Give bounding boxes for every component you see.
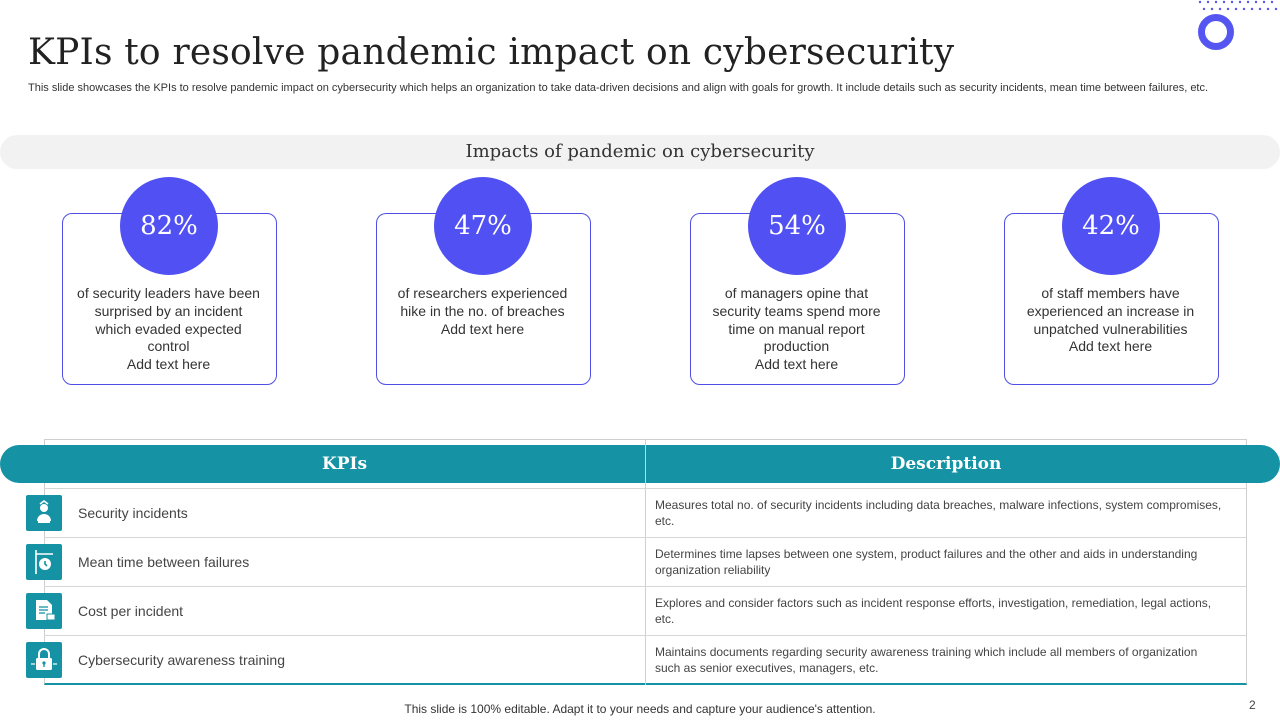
impact-add-text: Add text here <box>1068 338 1153 355</box>
impact-value: 47% <box>434 177 532 275</box>
kpi-label: Cost per incident <box>78 603 184 619</box>
kpi-description: Maintains documents regarding security a… <box>655 645 1198 675</box>
hacker-icon <box>26 495 62 531</box>
invoice-icon <box>26 593 62 629</box>
kpi-column-header: KPIs <box>321 454 368 474</box>
row-divider <box>44 537 1247 538</box>
slide-title: KPIs to resolve pandemic impact on cyber… <box>28 32 955 73</box>
impact-value: 42% <box>1062 177 1160 275</box>
impact-value: 82% <box>120 177 218 275</box>
decorative-ring-icon <box>1198 14 1234 50</box>
kpi-label: Security incidents <box>78 505 188 521</box>
lock-icon <box>26 642 62 678</box>
column-divider <box>645 439 646 685</box>
impact-description: of managers opine that security teams sp… <box>712 285 881 355</box>
impact-text: of security leaders have been surprised … <box>76 285 261 374</box>
impact-add-text: Add text here <box>126 356 211 373</box>
impact-add-text: Add text here <box>754 356 839 373</box>
row-divider <box>44 586 1247 587</box>
impact-text: of managers opine that security teams sp… <box>704 285 889 374</box>
row-divider <box>44 635 1247 636</box>
impacts-heading: Impacts of pandemic on cybersecurity <box>0 135 1280 169</box>
impact-text: of researchers experienced hike in the n… <box>390 285 575 338</box>
impact-description: of researchers experienced hike in the n… <box>397 285 568 319</box>
impact-description: of staff members have experienced an inc… <box>1026 285 1195 337</box>
impact-text: of staff members have experienced an inc… <box>1018 285 1203 356</box>
kpi-description: Measures total no. of security incidents… <box>655 498 1222 528</box>
kpi-label: Mean time between failures <box>78 554 250 570</box>
kpi-table-header <box>0 445 1280 483</box>
kpi-description: Explores and consider factors such as in… <box>655 596 1212 626</box>
impact-value: 54% <box>748 177 846 275</box>
kpi-description: Determines time lapses between one syste… <box>655 547 1198 577</box>
decorative-dots-icon <box>1198 0 1278 11</box>
page-number: 2 <box>1249 698 1256 712</box>
kpi-label: Cybersecurity awareness training <box>78 652 285 668</box>
timer-icon <box>26 544 62 580</box>
description-column-header: Description <box>890 454 1002 474</box>
slide-subtitle: This slide showcases the KPIs to resolve… <box>28 82 1209 94</box>
row-divider <box>44 488 1247 489</box>
impact-description: of security leaders have been surprised … <box>77 285 260 355</box>
impact-add-text: Add text here <box>440 320 525 337</box>
footer-note: This slide is 100% editable. Adapt it to… <box>404 702 876 716</box>
